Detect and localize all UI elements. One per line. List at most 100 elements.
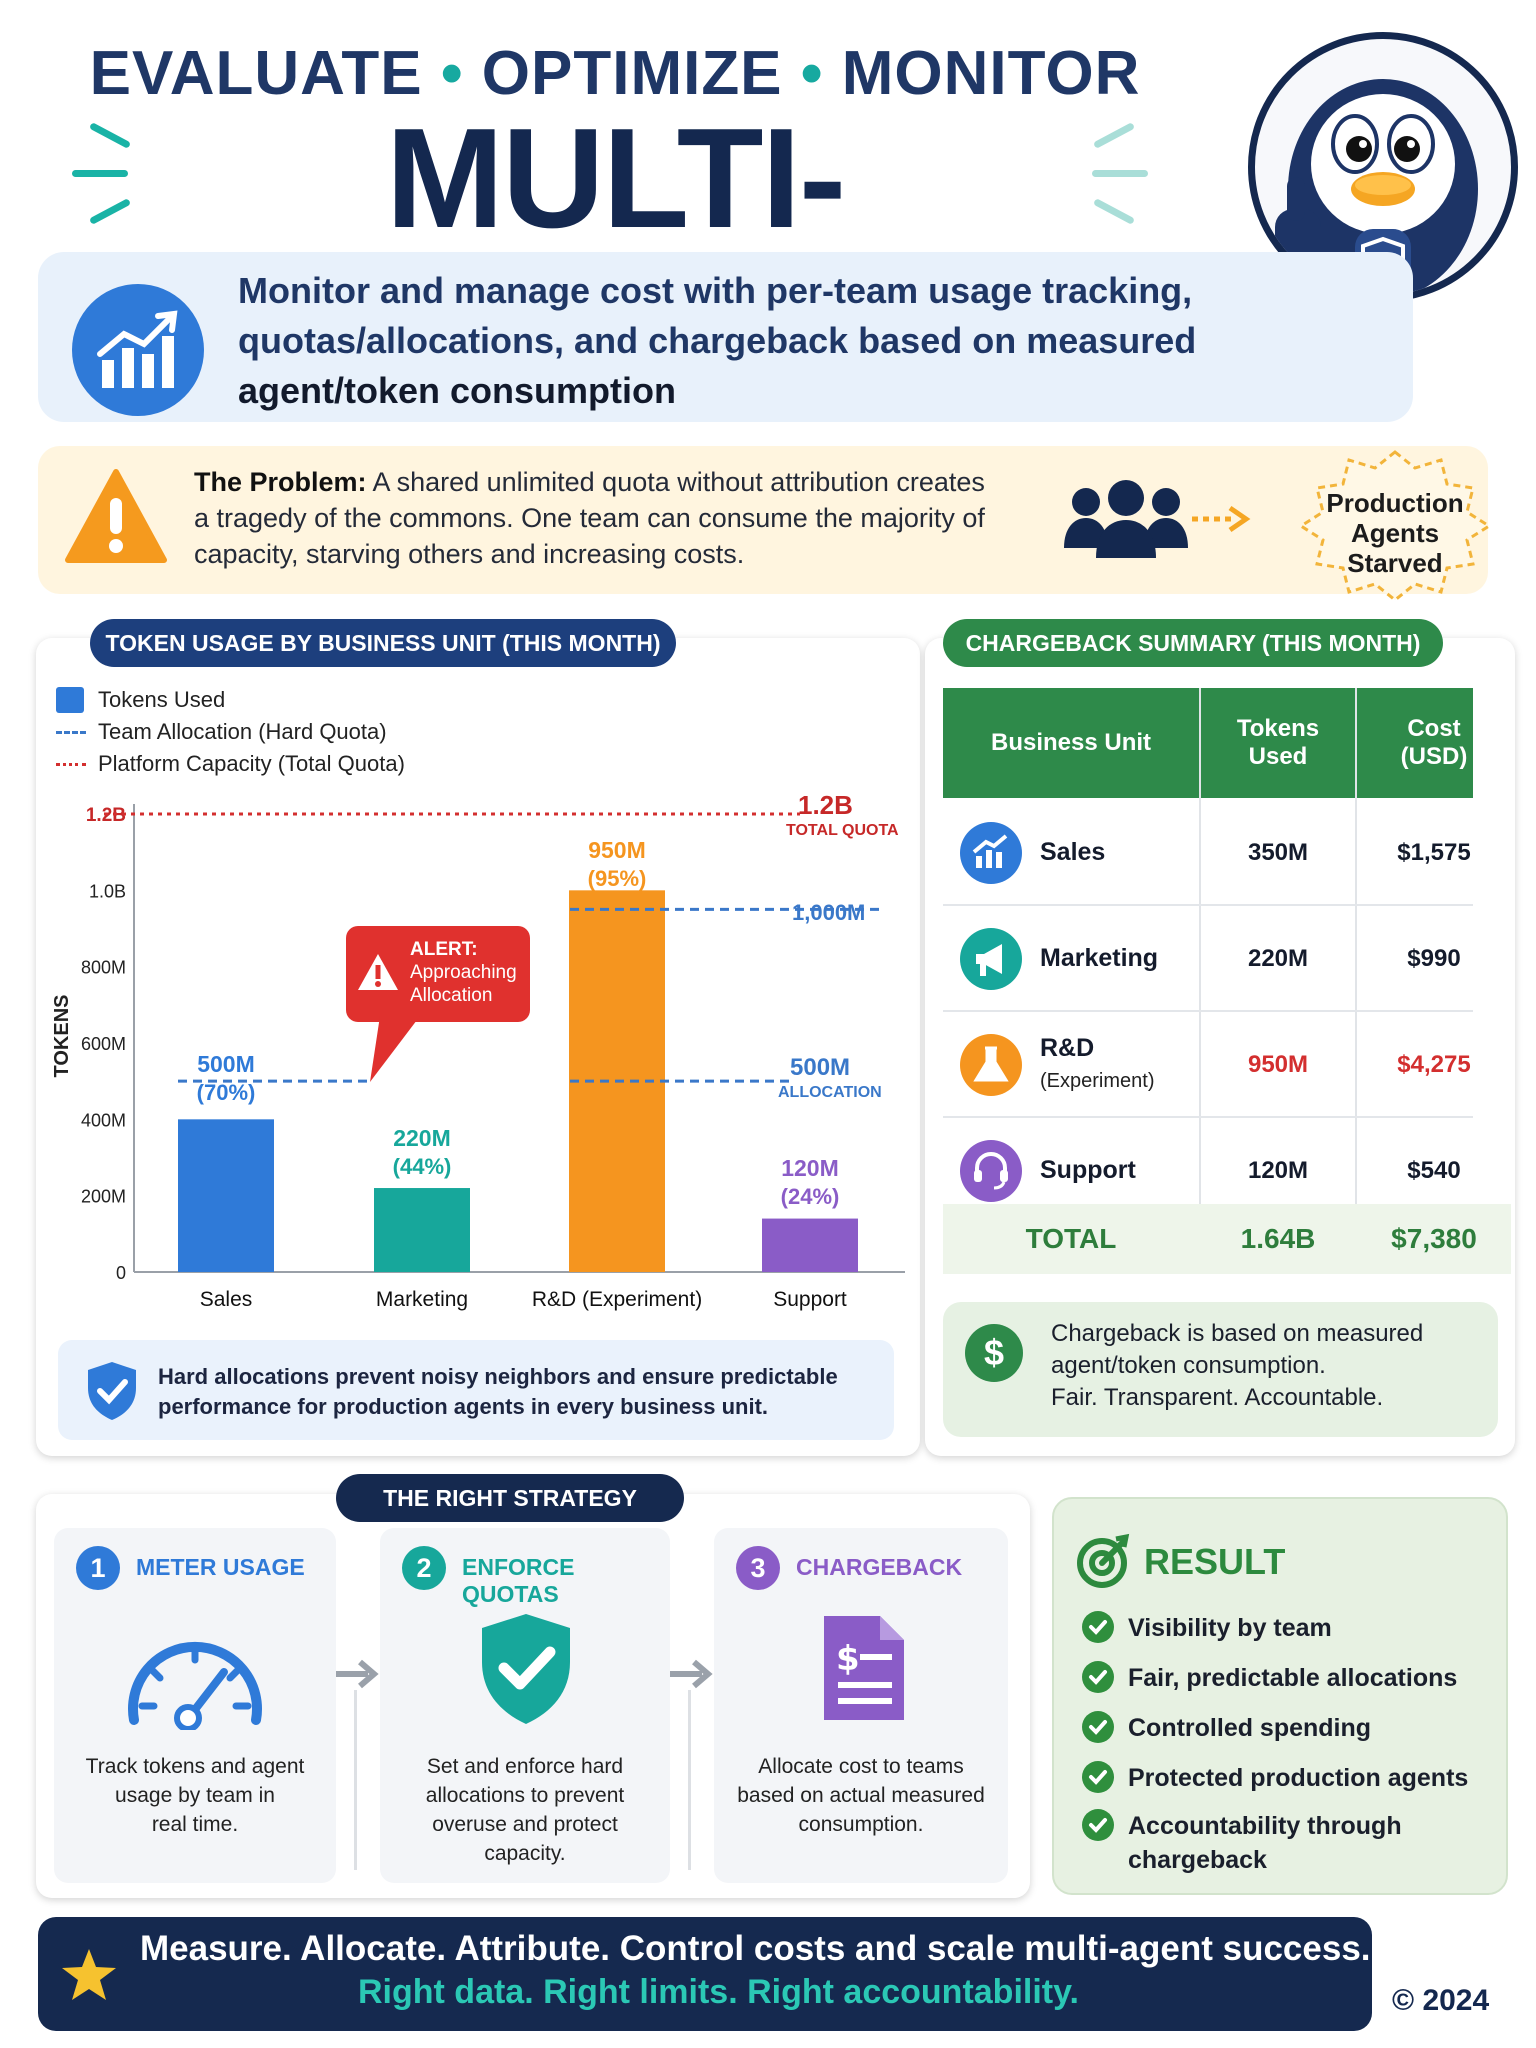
cell-cost: $1,575: [1397, 839, 1471, 866]
check-icon: [1082, 1711, 1114, 1743]
capacity-sublabel: TOTAL QUOTA: [786, 822, 899, 839]
megaphone-icon: [960, 928, 1022, 990]
cell-cost: $4,275: [1397, 1051, 1471, 1078]
chart-icon: [960, 822, 1022, 884]
decor-dash: [1092, 198, 1136, 225]
allocation-note-line-1: Hard allocations prevent noisy neighbors…: [158, 1364, 838, 1389]
problem-line-3: capacity, starving others and increasing…: [194, 539, 745, 569]
step-number: 3: [736, 1546, 780, 1590]
data-label-value: 950M: [588, 837, 646, 863]
decor-dash: [1092, 122, 1136, 149]
bar-1: [374, 1188, 470, 1272]
problem-line-2: a tragedy of the commons. One team can c…: [194, 503, 985, 533]
step-title: ENFORCE QUOTAS: [462, 1554, 575, 1607]
warning-icon: [65, 469, 167, 563]
allocation-note-line-2: performance for production agents in eve…: [158, 1394, 769, 1419]
token-usage-bar-chart: 0200M400M600M800M1.0B1.2BTOKENSSalesMark…: [51, 804, 905, 1311]
x-tick-label: Sales: [200, 1288, 253, 1311]
col-tokens-used: Tokens Used: [1201, 688, 1355, 798]
col-business-unit: Business Unit: [990, 729, 1152, 756]
copyright: © 2024: [1392, 1984, 1490, 2017]
row-divider: [943, 1116, 1473, 1118]
step-desc-line: overuse and protect: [432, 1813, 618, 1836]
header-tagline: EVALUATE • OPTIMIZE • MONITOR: [0, 38, 1230, 109]
result-item: Visibility by team: [1082, 1611, 1332, 1645]
step-number: 1: [76, 1546, 120, 1590]
footer-line-1: Measure. Allocate. Attribute. Control co…: [140, 1929, 1371, 1968]
unit-name: Sales: [1040, 838, 1106, 866]
data-label-percent: (24%): [781, 1184, 840, 1209]
alert-bubble-pointer: [370, 1016, 420, 1082]
step-desc-line: allocations to prevent: [425, 1784, 625, 1807]
result-item-text: Protected production agents: [1128, 1764, 1469, 1792]
cell-cost: $990: [1407, 945, 1461, 972]
unit-name: R&D: [1040, 1034, 1095, 1062]
unit-subtitle: (Experiment): [1040, 1070, 1155, 1092]
step-enforce-quotas: 2 ENFORCE QUOTAS Set and enforce hard al…: [380, 1528, 670, 1883]
penguin-mascot-icon: [1248, 32, 1518, 302]
result-item-text: Fair, predictable allocations: [1128, 1664, 1458, 1692]
column-divider: [1199, 688, 1201, 1274]
chargeback-note-line-1: Chargeback is based on measured: [1051, 1320, 1424, 1347]
speedometer-icon: [128, 1641, 262, 1730]
step-number: 2: [402, 1546, 446, 1590]
data-label-value: 500M: [197, 1051, 255, 1077]
col-cost: Cost (USD): [1357, 688, 1511, 798]
tagline-word-monitor: MONITOR: [841, 39, 1141, 108]
starved-line-1: Production: [1326, 488, 1464, 518]
total-cost: $7,380: [1391, 1223, 1477, 1254]
token-usage-panel: [36, 638, 920, 1456]
chargeback-table-header: [943, 688, 1473, 798]
chargeback-note-line-2: agent/token consumption.: [1051, 1352, 1326, 1379]
step-divider: [688, 1690, 691, 1870]
data-label-value: 220M: [393, 1125, 451, 1151]
legend-team-allocation: Team Allocation (Hard Quota): [56, 718, 387, 745]
unit-name: Marketing: [1040, 944, 1159, 972]
column-divider: [1355, 688, 1357, 1274]
step-desc-line: based on actual measured: [737, 1784, 985, 1807]
tagline-word-optimize: OPTIMIZE: [481, 39, 783, 108]
row-divider: [943, 1010, 1473, 1012]
check-icon: [1082, 1809, 1114, 1841]
step-title: METER USAGE: [136, 1554, 305, 1580]
legend-swatch: [56, 762, 86, 766]
arrow-right-icon: [1192, 505, 1251, 533]
tagline-separator: •: [440, 39, 464, 108]
starved-badge: Production Agents Starved: [1275, 446, 1515, 606]
data-label-percent: (95%): [588, 866, 647, 891]
data-label-value: 120M: [781, 1155, 839, 1181]
result-title: RESULT: [1144, 1541, 1286, 1582]
alert-icon: [358, 954, 398, 990]
cell-tokens: 120M: [1247, 1157, 1309, 1184]
legend-swatch: [56, 730, 86, 734]
y-tick-label: 1.0B: [89, 881, 126, 901]
alert-line-1: ALERT:: [410, 939, 478, 960]
starved-line-3: Starved: [1347, 548, 1443, 578]
step-desc-line: usage by team in: [115, 1784, 275, 1807]
allocation-label: 500M: [790, 1054, 851, 1081]
legend-platform-capacity: Platform Capacity (Total Quota): [56, 750, 405, 777]
result-item-text: Controlled spending: [1128, 1714, 1372, 1742]
decor-dash: [72, 170, 128, 177]
y-tick-label: 0: [116, 1263, 126, 1283]
footer-banner: Measure. Allocate. Attribute. Control co…: [38, 1917, 1372, 2031]
flask-icon: [960, 1034, 1022, 1096]
check-icon: [1082, 1761, 1114, 1793]
team-group-icon: [1064, 480, 1188, 558]
unit-name: Support: [1040, 1156, 1136, 1184]
bar-0: [178, 1119, 274, 1272]
result-item: Protected production agents: [1082, 1761, 1468, 1795]
step-desc-line: Allocate cost to teams: [758, 1755, 964, 1778]
legend-label: Team Allocation (Hard Quota): [98, 719, 387, 745]
step-desc-line: Track tokens and agent: [85, 1755, 305, 1778]
decor-dash: [1092, 170, 1148, 177]
rd-allocation-label: 1,000M: [792, 900, 866, 925]
cell-tokens: 350M: [1247, 839, 1309, 866]
result-item-text: Accountability through: [1128, 1812, 1402, 1840]
x-tick-label: Marketing: [376, 1288, 468, 1311]
growth-chart-icon: [72, 284, 204, 416]
x-tick-label: R&D (Experiment): [532, 1288, 702, 1311]
allocation-sublabel: ALLOCATION: [778, 1084, 882, 1101]
check-icon: [1082, 1661, 1114, 1693]
chargeback-heading: CHARGEBACK SUMMARY (THIS MONTH): [943, 619, 1443, 667]
